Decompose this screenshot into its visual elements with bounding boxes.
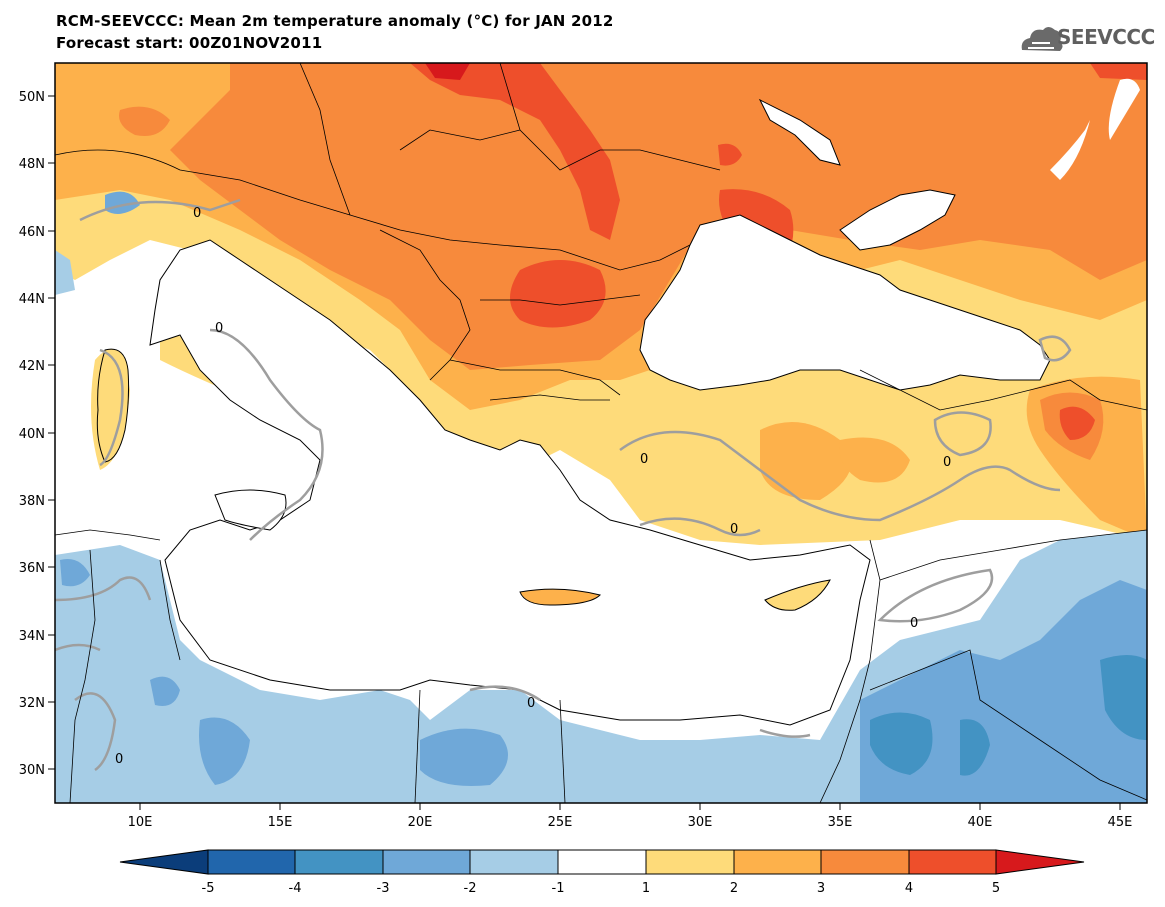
colorbar-tick: 1 bbox=[642, 881, 650, 896]
lat-label: 48N bbox=[19, 157, 45, 172]
colorbar-tick: -2 bbox=[464, 881, 477, 896]
anomaly-field: 0 0 0 0 0 0 0 0 bbox=[55, 63, 1147, 803]
map-title: RCM-SEEVCCC: Mean 2m temperature anomaly… bbox=[56, 12, 614, 30]
lat-label: 30N bbox=[19, 763, 45, 778]
contour-label: 0 bbox=[730, 522, 738, 537]
contour-label: 0 bbox=[193, 206, 201, 221]
lon-label: 35E bbox=[828, 815, 853, 830]
country-borders bbox=[55, 63, 1147, 803]
colorbar-segment bbox=[382, 849, 471, 875]
latitude-axis: 50N 48N 46N 44N 42N 40N 38N 36N 34N 32N … bbox=[19, 90, 55, 778]
colorbar-tick: -1 bbox=[552, 881, 565, 896]
lon-label: 40E bbox=[968, 815, 993, 830]
longitude-axis: 10E 15E 20E 25E 30E 35E 40E 45E bbox=[128, 803, 1133, 830]
colorbar-segment bbox=[469, 849, 559, 875]
colorbar-tick: -3 bbox=[377, 881, 390, 896]
colorbar-segment bbox=[995, 849, 1085, 875]
anomaly-band-4-5 bbox=[410, 63, 620, 240]
anomaly-band-3-4 bbox=[170, 63, 1147, 370]
lat-label: 36N bbox=[19, 561, 45, 576]
colorbar-segment bbox=[908, 849, 997, 875]
anomaly-band-m3-m4 bbox=[870, 712, 933, 775]
colorbar-segment bbox=[207, 849, 296, 875]
island-sicily bbox=[214, 489, 287, 531]
colorbar-segment bbox=[645, 849, 735, 875]
colorbar-segment bbox=[557, 849, 647, 875]
colorbar-tick: 4 bbox=[905, 881, 913, 896]
contour-labels: 0 0 0 0 0 0 0 0 bbox=[115, 206, 951, 767]
colorbar-tick: 2 bbox=[730, 881, 738, 896]
lat-label: 34N bbox=[19, 629, 45, 644]
contour-label: 0 bbox=[527, 696, 535, 711]
colorbar-tick: 5 bbox=[992, 881, 1000, 896]
lat-label: 42N bbox=[19, 359, 45, 374]
anomaly-band-m2-m3 bbox=[860, 580, 1147, 803]
colorbar-tick: -5 bbox=[202, 881, 215, 896]
lon-label: 30E bbox=[688, 815, 713, 830]
lon-label: 45E bbox=[1108, 815, 1133, 830]
colorbar-tick: -4 bbox=[289, 881, 302, 896]
lat-label: 50N bbox=[19, 90, 45, 105]
lat-label: 40N bbox=[19, 427, 45, 442]
logo-text: SEEVCCC bbox=[1057, 25, 1155, 49]
contour-label: 0 bbox=[215, 321, 223, 336]
lon-label: 20E bbox=[408, 815, 433, 830]
azov-sea bbox=[839, 189, 956, 251]
colorbar: -5 -4 -3 -2 -1 1 2 3 4 5 bbox=[119, 849, 1085, 896]
island-crete bbox=[519, 588, 601, 606]
lon-label: 25E bbox=[548, 815, 573, 830]
lat-label: 46N bbox=[19, 225, 45, 240]
lat-label: 32N bbox=[19, 696, 45, 711]
mediterranean-sea bbox=[149, 239, 871, 726]
zero-contour bbox=[55, 198, 1072, 772]
cloud-icon bbox=[1021, 27, 1063, 51]
colorbar-tick: 3 bbox=[817, 881, 825, 896]
lat-label: 44N bbox=[19, 292, 45, 307]
colorbar-segment bbox=[119, 849, 209, 875]
contour-label: 0 bbox=[943, 455, 951, 470]
contour-label: 0 bbox=[115, 752, 123, 767]
contour-label: 0 bbox=[640, 452, 648, 467]
island-cyprus bbox=[764, 579, 831, 611]
colorbar-segment bbox=[820, 849, 910, 875]
colorbar-segment bbox=[733, 849, 822, 875]
forecast-start-label: Forecast start: 00Z01NOV2011 bbox=[56, 34, 323, 52]
lon-label: 15E bbox=[268, 815, 293, 830]
contour-label: 0 bbox=[910, 616, 918, 631]
lon-label: 10E bbox=[128, 815, 153, 830]
lat-label: 38N bbox=[19, 494, 45, 509]
colorbar-segment bbox=[294, 849, 384, 875]
black-sea bbox=[639, 214, 1051, 391]
